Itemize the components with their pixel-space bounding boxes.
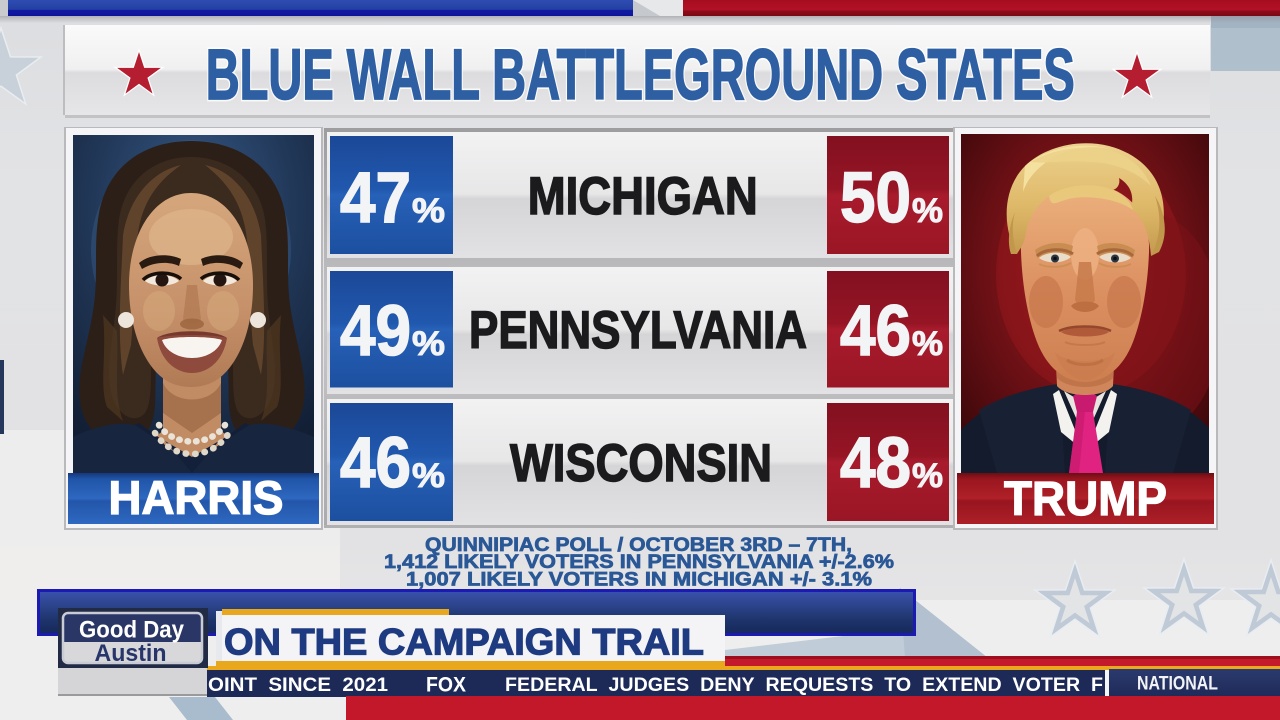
svg-text:%: % xyxy=(912,192,943,230)
svg-text:FOX: FOX xyxy=(426,674,466,697)
svg-text:46: 46 xyxy=(840,292,911,371)
svg-text:%: % xyxy=(412,457,445,495)
svg-text:BLUE WALL BATTLEGROUND STATES: BLUE WALL BATTLEGROUND STATES xyxy=(206,36,1075,115)
svg-text:ON THE CAMPAIGN TRAIL: ON THE CAMPAIGN TRAIL xyxy=(224,621,704,662)
svg-text:%: % xyxy=(412,325,445,363)
svg-text:48: 48 xyxy=(840,424,911,503)
svg-text:46: 46 xyxy=(340,424,411,503)
svg-text:1,007 LIKELY VOTERS IN MICHIGA: 1,007 LIKELY VOTERS IN MICHIGAN +/- 3.1% xyxy=(406,570,872,591)
svg-text:QUINNIPIAC POLL / OCTOBER 3RD: QUINNIPIAC POLL / OCTOBER 3RD – 7TH, xyxy=(425,535,852,556)
svg-text:1,412 LIKELY VOTERS IN PENNSYL: 1,412 LIKELY VOTERS IN PENNSYLVANIA +/-2… xyxy=(384,552,894,573)
svg-text:%: % xyxy=(912,457,943,495)
svg-text:WISCONSIN: WISCONSIN xyxy=(510,434,772,493)
svg-text:TRUMP: TRUMP xyxy=(1004,473,1167,526)
svg-text:HARRIS: HARRIS xyxy=(109,472,284,525)
svg-text:50: 50 xyxy=(840,159,911,238)
svg-text:Good Day: Good Day xyxy=(79,617,185,644)
svg-text:OINT SINCE 2021: OINT SINCE 2021 xyxy=(208,675,388,696)
svg-text:PENNSYLVANIA: PENNSYLVANIA xyxy=(469,301,807,360)
svg-text:49: 49 xyxy=(340,292,411,371)
svg-text:%: % xyxy=(912,325,943,363)
svg-text:MICHIGAN: MICHIGAN xyxy=(528,167,758,226)
svg-text:47: 47 xyxy=(340,159,411,238)
svg-text:FEDERAL JUDGES DENY REQUEST: FEDERAL JUDGES DENY REQUESTS TO EXTEND V… xyxy=(505,675,1103,696)
svg-text:BLUE WALL BATTLEGROUND STATES: BLUE WALL BATTLEGROUND STATES xyxy=(206,36,1075,115)
svg-text:NATIONAL: NATIONAL xyxy=(1137,674,1218,695)
svg-text:%: % xyxy=(412,192,445,230)
svg-text:Austin: Austin xyxy=(95,640,167,667)
